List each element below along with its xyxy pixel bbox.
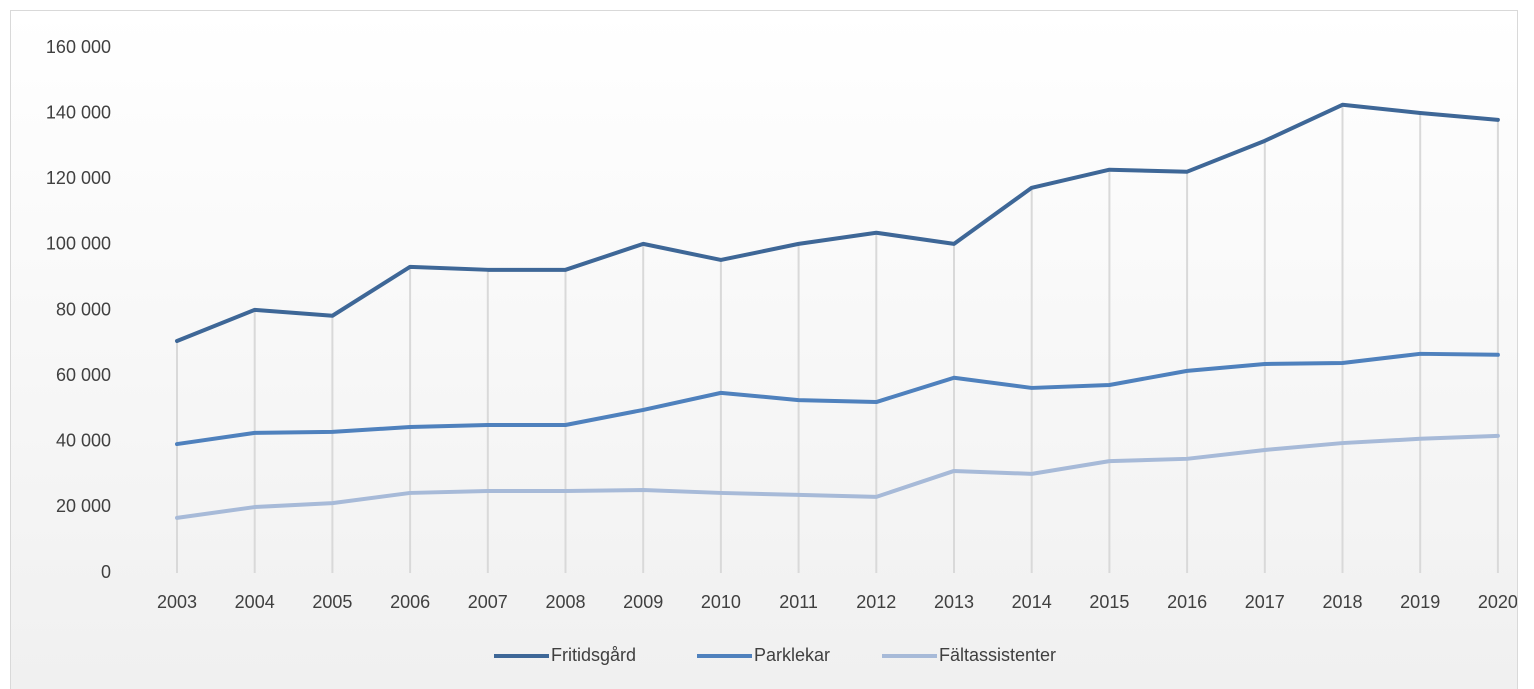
x-tick-label: 2003 [157,592,197,612]
x-tick-label: 2016 [1167,592,1207,612]
x-tick-label: 2010 [701,592,741,612]
chart: 0 20 000 40 000 60 000 80 000 100 000 120 000 1… [11,11,1517,689]
x-tick-label: 2011 [779,592,818,612]
legend-label: Fältassistenter [939,645,1056,665]
y-tick-label: 80 000 [56,299,111,319]
x-tick-label: 2015 [1089,592,1129,612]
series-line [175,433,1500,520]
y-tick-label: 60 000 [56,365,111,385]
series-line [175,351,1500,447]
x-tick-label: 2012 [856,592,896,612]
x-tick-label: 2008 [545,592,585,612]
y-tick-label: 160 000 [46,37,111,57]
x-tick-label: 2006 [390,592,430,612]
legend-label: Fritidsgård [551,645,636,665]
legend-label: Parklekar [754,645,830,665]
x-tick-label: 2018 [1322,592,1362,612]
x-tick-label: 2017 [1245,592,1285,612]
series-line [175,102,1500,344]
x-tick-label: 2005 [312,592,352,612]
x-tick-label: 2004 [235,592,275,612]
x-tick-label: 2007 [468,592,508,612]
y-tick-label: 0 [101,562,111,582]
y-tick-label: 20 000 [56,496,111,516]
x-tick-label: 2019 [1400,592,1440,612]
background [11,11,1517,689]
x-tick-label: 2020 [1478,592,1517,612]
x-tick-label: 2009 [623,592,663,612]
y-tick-label: 100 000 [46,234,111,254]
y-tick-label: 140 000 [46,102,111,122]
chart-frame: 0 20 000 40 000 60 000 80 000 100 000 120 000 1… [10,10,1518,689]
x-tick-label: 2014 [1012,592,1052,612]
y-tick-label: 40 000 [56,431,111,451]
y-tick-label: 120 000 [46,168,111,188]
x-tick-label: 2013 [934,592,974,612]
